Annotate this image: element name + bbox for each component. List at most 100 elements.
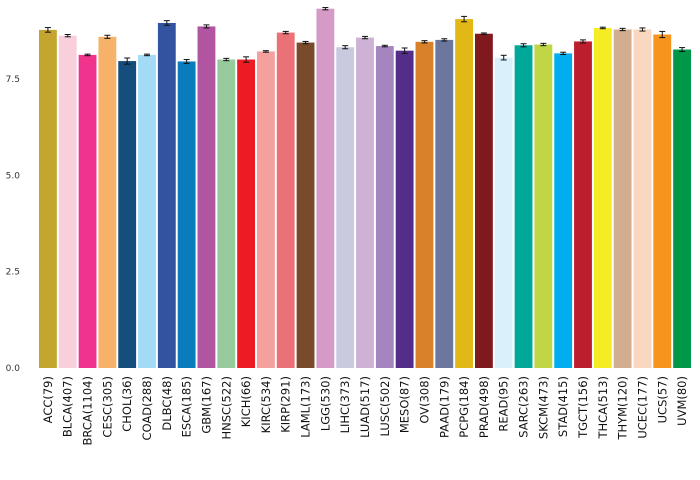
error-bar — [580, 39, 586, 44]
bar-meso — [395, 50, 414, 369]
bar-paad — [435, 39, 454, 368]
error-bar — [540, 42, 547, 47]
error-bar — [124, 57, 131, 65]
bar-lihc — [336, 47, 355, 368]
error-bar — [659, 30, 666, 39]
error-bar — [441, 38, 448, 42]
x-tick-label: ESCA(185) — [180, 376, 194, 437]
bar-dlbc — [157, 22, 176, 369]
x-tick-label: THYM(120) — [616, 376, 630, 441]
x-tick-label: GBM(167) — [199, 376, 213, 434]
error-bar — [104, 34, 111, 39]
x-tick-label: UCS(57) — [655, 376, 669, 423]
error-bar — [44, 27, 51, 33]
error-bar — [560, 51, 567, 56]
bar-coad — [138, 54, 156, 369]
x-tick-label: KIRP(291) — [279, 376, 293, 433]
x-axis: ACC(79) BLCA(407) BRCA(1104) CESC(305) CHOL(… — [41, 376, 689, 445]
bar-chol — [118, 61, 137, 368]
bars-group — [38, 8, 692, 369]
x-tick-label: LGG(530) — [318, 376, 332, 431]
error-bar — [84, 53, 91, 57]
y-tick-label: 5.0 — [6, 171, 21, 181]
error-bar — [619, 27, 626, 32]
x-tick-label: TGCT(156) — [576, 376, 590, 439]
x-tick-label: COAD(288) — [140, 376, 154, 441]
x-tick-label: UVM(80) — [675, 376, 689, 426]
error-bar — [163, 20, 170, 26]
x-tick-label: PRAD(498) — [477, 376, 491, 438]
bar-prad — [474, 33, 493, 368]
bar-kirc — [256, 51, 275, 368]
bar-luad — [356, 37, 374, 368]
error-bar — [144, 53, 150, 57]
error-bar — [480, 32, 487, 35]
x-tick-label: LIHC(373) — [338, 376, 352, 433]
error-bar — [381, 44, 388, 48]
x-tick-label: CESC(305) — [100, 376, 114, 438]
x-tick-label: BRCA(1104) — [81, 376, 95, 445]
bar-tgct — [574, 41, 592, 369]
bar-esca — [177, 61, 196, 368]
bar-ucec — [633, 29, 652, 369]
error-bars-group — [44, 7, 686, 65]
y-tick-label: 2.5 — [6, 268, 20, 278]
error-bar — [223, 57, 230, 62]
y-tick-label: 7.5 — [6, 75, 20, 85]
error-bar — [401, 47, 408, 54]
bar-gbm — [197, 26, 216, 368]
error-bar — [599, 26, 606, 30]
x-tick-label: PCPG(184) — [457, 376, 471, 438]
error-bar — [500, 54, 507, 61]
bar-brca — [78, 54, 97, 369]
error-bar — [362, 35, 368, 40]
bar-uvm — [673, 49, 692, 368]
bar-laml — [296, 42, 315, 368]
error-bar — [342, 45, 349, 50]
x-tick-label: KIRC(534) — [259, 376, 273, 433]
bar-kich — [237, 59, 256, 369]
bar-skcm — [534, 44, 553, 368]
x-tick-label: LUAD(517) — [358, 376, 372, 438]
bar-ov — [415, 41, 434, 369]
error-bar — [262, 50, 269, 53]
bar-lgg — [316, 8, 335, 369]
x-tick-label: THCA(513) — [596, 376, 610, 440]
bar-read — [494, 57, 513, 369]
bar-acc — [38, 29, 57, 369]
bar-pcpg — [455, 19, 474, 368]
x-tick-label: SARC(263) — [517, 376, 531, 438]
x-tick-label: CHOL(36) — [120, 376, 134, 432]
bar-cesc — [98, 36, 117, 369]
error-bar — [183, 59, 190, 64]
x-tick-label: PAAD(179) — [437, 376, 451, 438]
x-tick-label: OV(308) — [417, 376, 431, 424]
error-bar — [203, 24, 210, 29]
bar-kirp — [276, 32, 295, 369]
bar-ucs — [653, 34, 672, 369]
error-bar — [282, 30, 289, 35]
x-tick-label: ACC(79) — [41, 376, 55, 423]
error-bar — [322, 7, 329, 11]
x-tick-label: DLBC(48) — [160, 376, 174, 431]
x-tick-label: SKCM(473) — [536, 376, 550, 439]
error-bar — [421, 40, 428, 44]
x-tick-label: UCEC(177) — [635, 376, 649, 439]
x-tick-label: KICH(66) — [239, 376, 253, 427]
bar-hnsc — [217, 59, 236, 369]
x-tick-label: STAD(415) — [556, 376, 570, 437]
y-axis: 0.0 2.5 5.0 7.5 — [6, 75, 21, 374]
x-tick-label: READ(95) — [497, 376, 511, 432]
error-bar — [64, 33, 71, 38]
y-tick-label: 0.0 — [6, 364, 21, 374]
x-tick-label: BLCA(407) — [61, 376, 75, 437]
x-tick-label: HNSC(522) — [219, 376, 233, 440]
x-tick-label: LAML(173) — [299, 376, 313, 438]
bar-blca — [58, 35, 77, 368]
bar-lusc — [375, 46, 394, 369]
error-bar — [679, 47, 686, 52]
bar-sarc — [514, 45, 533, 368]
bar-thca — [593, 27, 612, 369]
